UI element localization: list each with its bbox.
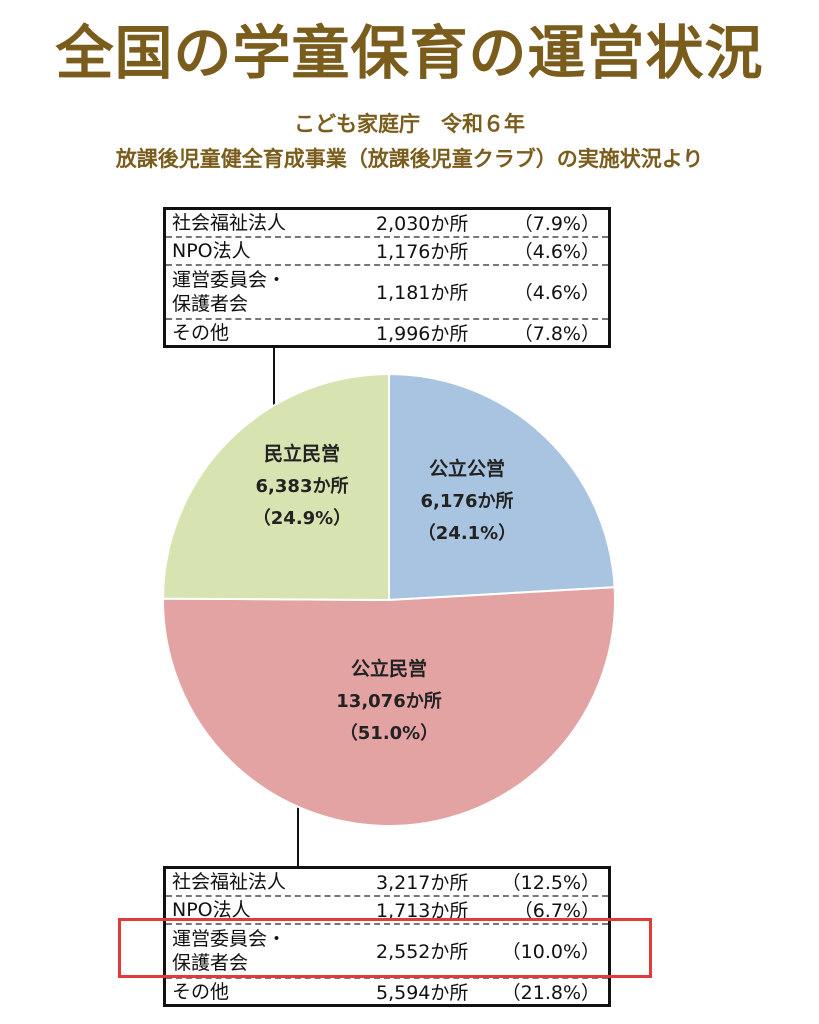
slice-count-2: 6,383か所 <box>256 476 349 497</box>
table-row: その他 5,594か所 （21.8%） <box>166 979 608 1007</box>
pie-slice-1 <box>162 586 616 827</box>
pie-slice-2 <box>161 372 390 602</box>
slice-count-0: 6,176か所 <box>421 491 514 512</box>
row-category: NPO法人 <box>172 899 251 921</box>
slice-percent-1: （51.0%） <box>340 723 438 744</box>
table-row: 運営委員会・ 保護者会 2,552か所 （10.0%） <box>166 925 608 979</box>
row-percent: （21.8%） <box>501 982 600 1004</box>
row-count: 1,713か所 <box>376 900 469 922</box>
slice-name-2: 民立民営 <box>264 442 340 465</box>
row-category: その他 <box>172 981 230 1003</box>
slice-name-0: 公立公営 <box>429 457 505 480</box>
subtitle-description: 放課後児童健全育成事業（放課後児童クラブ）の実施状況より <box>115 147 704 171</box>
table-row: NPO法人 1,713か所 （6.7%） <box>166 897 608 925</box>
table-row: 運営委員会・ 保護者会 1,181か所 （4.6%） <box>166 266 608 320</box>
row-count: 3,217か所 <box>376 872 469 894</box>
row-category: NPO法人 <box>172 240 251 262</box>
subtitle-source: こども家庭庁 令和６年 <box>294 112 525 136</box>
pie-slice-0 <box>388 372 616 602</box>
row-count: 5,594か所 <box>376 982 469 1004</box>
row-count: 2,030か所 <box>376 213 469 235</box>
table-row: 社会福祉法人 3,217か所 （12.5%） <box>166 869 608 897</box>
row-count: 2,552か所 <box>376 941 469 963</box>
table-row: 社会福祉法人 2,030か所 （7.9%） <box>166 210 608 238</box>
breakdown-table-private: 社会福祉法人 2,030か所 （7.9%） NPO法人 1,176か所 （4.6%） 運営委… <box>163 207 611 348</box>
row-category: 運営委員会・ 保護者会 <box>172 928 287 974</box>
row-percent: （7.8%） <box>513 323 600 345</box>
row-percent: （4.6%） <box>513 282 600 304</box>
row-category: 運営委員会・ 保護者会 <box>172 269 287 315</box>
row-category: その他 <box>172 322 230 344</box>
row-percent: （12.5%） <box>501 872 600 894</box>
breakdown-table-public-private: 社会福祉法人 3,217か所 （12.5%） NPO法人 1,713か所 （6.7%） 運営… <box>163 866 611 1007</box>
slice-percent-0: （24.1%） <box>418 523 516 544</box>
row-category: 社会福祉法人 <box>172 871 287 893</box>
row-count: 1,176か所 <box>376 241 469 263</box>
slice-percent-2: （24.9%） <box>253 508 351 529</box>
row-percent: （7.9%） <box>513 213 600 235</box>
row-count: 1,996か所 <box>376 323 469 345</box>
slice-name-1: 公立民営 <box>351 657 427 680</box>
row-category: 社会福祉法人 <box>172 212 287 234</box>
page-title: 全国の学童保育の運営状況 <box>55 19 764 87</box>
row-percent: （10.0%） <box>501 941 600 963</box>
row-percent: （4.6%） <box>513 241 600 263</box>
row-percent: （6.7%） <box>513 900 600 922</box>
table-row: その他 1,996か所 （7.8%） <box>166 320 608 348</box>
row-count: 1,181か所 <box>376 282 469 304</box>
highlight-box <box>118 918 652 978</box>
slice-count-1: 13,076か所 <box>336 691 441 712</box>
table-row: NPO法人 1,176か所 （4.6%） <box>166 238 608 266</box>
